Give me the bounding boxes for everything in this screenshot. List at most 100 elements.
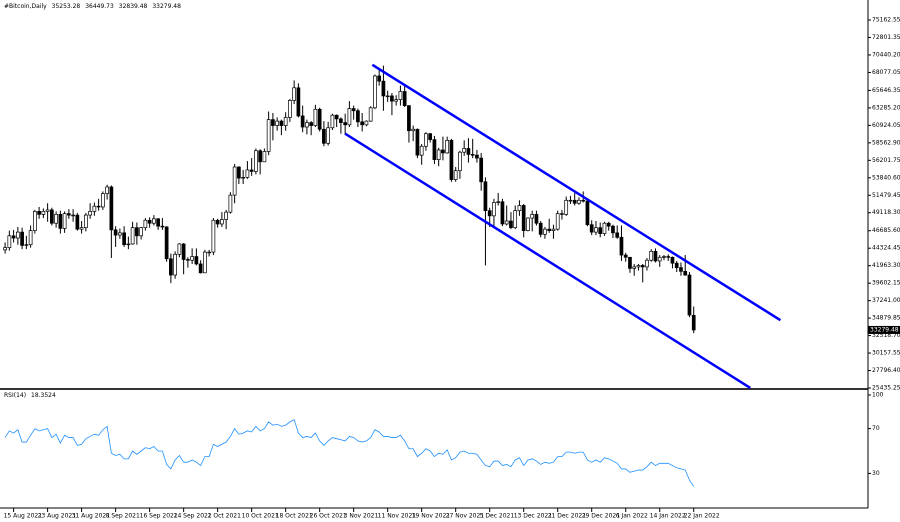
candle-body [432, 139, 437, 160]
candle-body [496, 201, 501, 203]
candle-body [334, 114, 339, 120]
rsi-line [4, 419, 695, 487]
candle-body [521, 205, 526, 231]
candle-body [67, 213, 71, 216]
candle-body [113, 229, 118, 236]
candle-body [564, 199, 569, 215]
candle-body [513, 210, 518, 229]
y-tick-label: 41963.30 [872, 262, 900, 269]
candle-body [237, 166, 241, 179]
candle-body [483, 181, 488, 212]
y-tick-label: 44324.45 [872, 245, 900, 252]
y-tick-label: 37241.00 [872, 297, 900, 304]
chart-header: #Bitcoin,Daily 35253.28 36449.73 32839.4… [4, 3, 181, 10]
candle-body [560, 213, 564, 215]
candle-body [33, 211, 37, 231]
candle-body [317, 108, 322, 130]
y-tick-label: 58562.90 [872, 139, 900, 146]
candle-body [266, 119, 271, 152]
x-tick-label: 19 Nov 2021 [412, 513, 451, 520]
rsi-title: RSI(14) [4, 392, 26, 399]
candle-body [394, 99, 399, 102]
candle-body [645, 259, 649, 268]
x-tick-label: 29 Dec 2021 [582, 513, 621, 520]
candle-body [194, 256, 199, 265]
candle-body [37, 211, 41, 215]
candle-body [24, 244, 29, 246]
candle-body [657, 256, 662, 262]
candle-body [402, 91, 407, 106]
candle-body [75, 214, 80, 230]
x-tick-label: 3 Nov 2021 [344, 513, 379, 520]
candle-body [92, 205, 97, 212]
candle-body [147, 219, 152, 224]
y-tick-label: 70440.20 [872, 51, 900, 58]
candle-body [364, 120, 369, 126]
candle-body [181, 243, 186, 260]
x-tick-label: 15 Aug 2021 [4, 513, 43, 520]
last-close: 33279.48 [152, 3, 181, 10]
candle-body [466, 148, 471, 155]
candle-body [594, 227, 598, 233]
candle-body [500, 201, 505, 225]
x-tick-label: 6 Jan 2022 [616, 513, 648, 520]
candle-body [126, 243, 131, 246]
candle-body [555, 213, 560, 230]
candle-body [28, 230, 33, 246]
candle-body [691, 314, 696, 331]
candle-body [309, 122, 314, 126]
candle-body [186, 259, 190, 261]
candle-body [211, 219, 216, 253]
candle-body [105, 186, 109, 194]
candle-body [602, 222, 607, 234]
y-tick-label: 30 [872, 470, 880, 477]
candle-body [88, 211, 92, 216]
candle-body [436, 149, 441, 160]
last-price-box [868, 325, 900, 334]
candle-body [228, 194, 233, 213]
candle-body [16, 231, 20, 239]
rsi-last-value: 18.3524 [31, 392, 56, 399]
x-tick-label: 8 Sep 2021 [106, 513, 140, 520]
candle-body [160, 225, 165, 228]
candle-body [449, 140, 454, 180]
candle-body [415, 128, 420, 156]
candle-body [517, 205, 522, 212]
candle-body [288, 100, 292, 118]
candle-body [492, 202, 496, 217]
y-tick-label: 46685.60 [872, 227, 900, 234]
x-tick-label: 13 Dec 2021 [514, 513, 553, 520]
candle-body [245, 169, 250, 178]
candle-body [606, 222, 611, 227]
candle-body [62, 213, 67, 229]
candle-body [109, 186, 114, 231]
candle-body [135, 227, 139, 237]
candle-body [653, 251, 658, 262]
candle-body [623, 254, 628, 258]
candle-body [139, 227, 143, 237]
candle-body [479, 157, 484, 183]
candle-body [360, 121, 365, 126]
candle-body [674, 262, 679, 268]
candle-body [585, 200, 590, 226]
candle-body [534, 214, 539, 224]
candle-body [254, 150, 258, 172]
candle-body [173, 253, 177, 276]
candle-body [470, 154, 475, 156]
candle-body [368, 107, 373, 122]
candle-body [687, 274, 692, 316]
x-tick-label: 14 Jan 2022 [650, 513, 686, 520]
candle-body [670, 256, 675, 264]
y-tick-label: 70 [872, 425, 880, 432]
rsi-header: RSI(14) 18.3524 [4, 392, 56, 399]
y-tick-label: 53840.60 [872, 174, 900, 181]
candle-body [428, 133, 433, 140]
candle-body [41, 211, 46, 215]
y-tick-label: 65646.35 [872, 87, 900, 94]
candle-body [619, 236, 624, 256]
candle-body [71, 214, 75, 217]
candle-body [683, 270, 688, 276]
y-tick-label: 63285.20 [872, 104, 900, 111]
candle-body [526, 217, 530, 231]
